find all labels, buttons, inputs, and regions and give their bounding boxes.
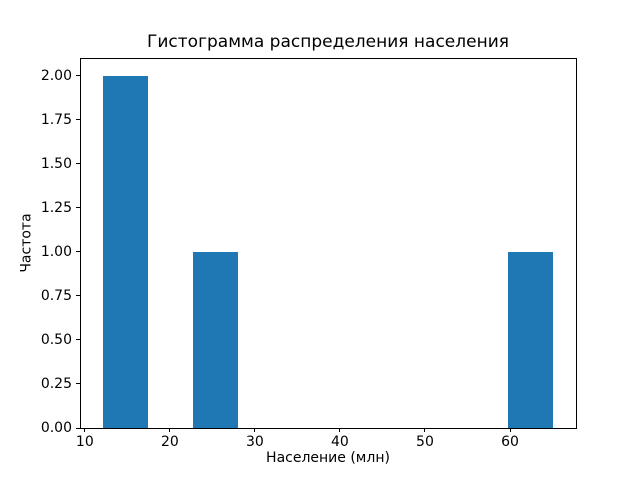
- y-tick-mark: [76, 383, 80, 385]
- y-tick-mark: [76, 75, 80, 77]
- plot-area: [80, 58, 577, 429]
- x-tick-label: 30: [245, 434, 264, 450]
- y-tick-mark: [76, 295, 80, 297]
- y-tick-label: 0.50: [40, 331, 72, 348]
- chart-title: Гистограмма распределения населения: [147, 32, 509, 52]
- histogram-bar: [192, 251, 238, 428]
- x-tick-label: 60: [501, 434, 519, 450]
- x-tick-mark: [339, 428, 341, 432]
- histogram-bar: [102, 75, 148, 428]
- x-tick-mark: [84, 428, 86, 432]
- y-tick-mark: [76, 427, 80, 429]
- x-tick-label: 10: [75, 434, 94, 450]
- y-tick-label: 1.00: [40, 243, 72, 260]
- x-tick-mark: [509, 428, 511, 432]
- y-tick-label: 0.75: [40, 287, 72, 304]
- y-tick-mark: [76, 251, 80, 253]
- y-tick-label: 2.00: [40, 67, 72, 84]
- x-tick-label: 50: [416, 434, 434, 450]
- y-tick-label: 0.00: [40, 420, 72, 436]
- y-tick-label: 1.50: [40, 155, 72, 172]
- y-tick-mark: [76, 339, 80, 341]
- x-tick-mark: [424, 428, 426, 432]
- x-tick-label: 20: [160, 434, 179, 450]
- y-axis-label: Частота: [18, 213, 35, 273]
- x-tick-mark: [169, 428, 171, 432]
- x-axis-label: Население (млн): [266, 450, 390, 466]
- y-tick-mark: [76, 163, 80, 165]
- y-tick-mark: [76, 119, 80, 121]
- y-tick-label: 1.75: [40, 111, 72, 128]
- y-tick-label: 1.25: [40, 199, 72, 216]
- histogram-bar: [508, 251, 554, 428]
- x-tick-mark: [254, 428, 256, 432]
- x-tick-label: 40: [331, 434, 349, 450]
- y-tick-label: 0.25: [40, 375, 72, 392]
- y-tick-mark: [76, 207, 80, 209]
